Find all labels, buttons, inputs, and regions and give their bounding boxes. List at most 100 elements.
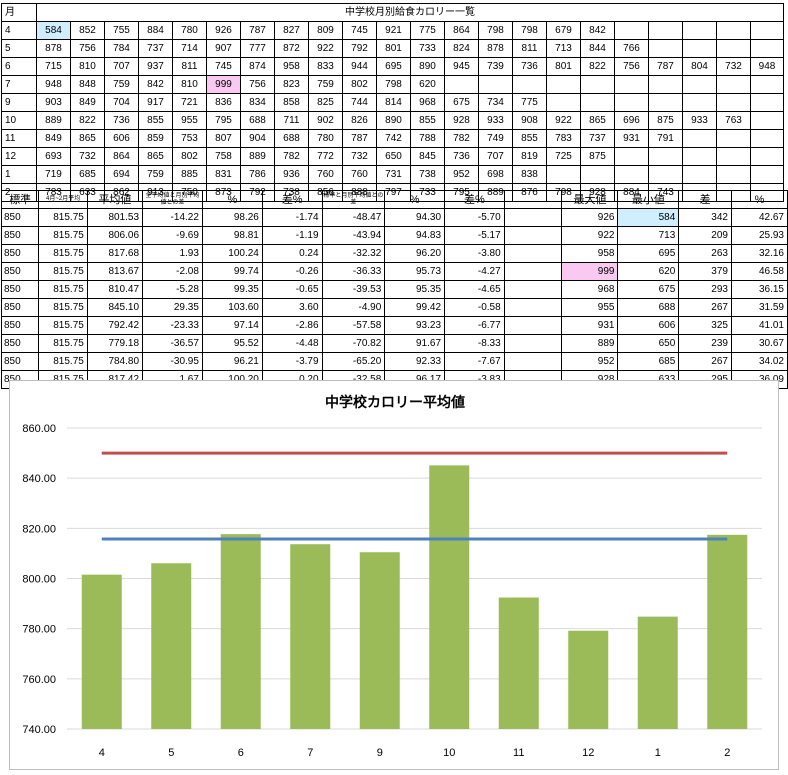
- header-percent-2[interactable]: %: [384, 190, 446, 209]
- calorie-cell[interactable]: 738: [410, 165, 445, 184]
- calorie-cell[interactable]: [648, 21, 683, 40]
- calorie-cell[interactable]: [750, 39, 784, 58]
- calorie-cell[interactable]: [716, 129, 751, 148]
- calorie-cell[interactable]: 889: [36, 111, 71, 130]
- calorie-cell[interactable]: 711: [274, 111, 309, 130]
- calorie-cell[interactable]: 875: [580, 147, 615, 166]
- percent-1-cell[interactable]: 99.74: [201, 262, 263, 281]
- calorie-cell[interactable]: 948: [36, 75, 71, 94]
- percent-3-cell[interactable]: 41.01: [730, 316, 788, 335]
- min-cell[interactable]: 606: [617, 316, 680, 335]
- calorie-cell[interactable]: 936: [274, 165, 309, 184]
- calorie-cell[interactable]: 606: [104, 129, 139, 148]
- calorie-cell[interactable]: 753: [172, 129, 207, 148]
- percent-3-cell[interactable]: 25.93: [730, 226, 788, 245]
- calorie-cell[interactable]: 788: [410, 129, 445, 148]
- calorie-cell[interactable]: 696: [614, 111, 649, 130]
- standard-cell[interactable]: 850: [0, 208, 40, 227]
- calorie-cell[interactable]: 787: [342, 129, 377, 148]
- calorie-cell[interactable]: 694: [104, 165, 139, 184]
- average-cell[interactable]: 810.47: [86, 280, 144, 299]
- calorie-cell[interactable]: 884: [138, 21, 173, 40]
- diff-from-standard-cell[interactable]: -65.20: [321, 352, 386, 371]
- empty-cell[interactable]: [503, 298, 563, 317]
- diff-percent-2-cell[interactable]: -8.33: [444, 334, 505, 353]
- calorie-cell[interactable]: 725: [546, 147, 581, 166]
- range-average-cell[interactable]: 815.75: [38, 244, 88, 263]
- calorie-cell[interactable]: [682, 75, 717, 94]
- standard-cell[interactable]: 850: [0, 226, 40, 245]
- percent-2-cell[interactable]: 95.73: [384, 262, 446, 281]
- calorie-cell[interactable]: 807: [206, 129, 241, 148]
- calorie-cell[interactable]: 937: [138, 57, 173, 76]
- calorie-cell[interactable]: 926: [206, 21, 241, 40]
- diff-from-total-cell[interactable]: 1.93: [142, 244, 203, 263]
- calorie-cell[interactable]: 713: [546, 39, 581, 58]
- calorie-cell[interactable]: 766: [614, 39, 649, 58]
- month-label-cell[interactable]: 7: [1, 75, 37, 94]
- calorie-cell[interactable]: 824: [444, 39, 479, 58]
- calorie-cell[interactable]: 745: [206, 57, 241, 76]
- empty-cell[interactable]: [503, 208, 563, 227]
- calorie-cell[interactable]: 948: [750, 57, 784, 76]
- calorie-cell[interactable]: 756: [240, 75, 275, 94]
- calorie-cell[interactable]: [546, 165, 581, 184]
- calorie-cell[interactable]: [648, 93, 683, 112]
- calorie-cell[interactable]: 933: [478, 111, 513, 130]
- calorie-cell[interactable]: 802: [172, 147, 207, 166]
- calorie-cell[interactable]: 763: [716, 111, 751, 130]
- diff-cell[interactable]: 209: [678, 226, 732, 245]
- calorie-cell[interactable]: [648, 39, 683, 58]
- max-cell[interactable]: 922: [561, 226, 619, 245]
- calorie-cell[interactable]: 715: [36, 57, 71, 76]
- calorie-cell[interactable]: 844: [580, 39, 615, 58]
- calorie-cell[interactable]: 955: [172, 111, 207, 130]
- calorie-cell[interactable]: 783: [546, 129, 581, 148]
- standard-cell[interactable]: 850: [0, 334, 40, 353]
- percent-1-cell[interactable]: 103.60: [201, 298, 263, 317]
- diff-percent-1-cell[interactable]: -1.74: [261, 208, 323, 227]
- calorie-cell[interactable]: 902: [308, 111, 343, 130]
- calorie-cell[interactable]: 865: [580, 111, 615, 130]
- min-cell[interactable]: 688: [617, 298, 680, 317]
- percent-3-cell[interactable]: 30.67: [730, 334, 788, 353]
- calorie-cell[interactable]: [682, 39, 717, 58]
- calorie-cell[interactable]: [716, 39, 751, 58]
- calorie-cell[interactable]: [580, 93, 615, 112]
- standard-cell[interactable]: 850: [0, 244, 40, 263]
- calorie-cell[interactable]: 759: [308, 75, 343, 94]
- calorie-cell[interactable]: [716, 93, 751, 112]
- standard-cell[interactable]: 850: [0, 280, 40, 299]
- calorie-cell[interactable]: 704: [104, 93, 139, 112]
- max-cell[interactable]: 889: [561, 334, 619, 353]
- calorie-cell[interactable]: 707: [104, 57, 139, 76]
- calorie-cell[interactable]: 745: [342, 21, 377, 40]
- average-cell[interactable]: 801.53: [86, 208, 144, 227]
- calorie-cell[interactable]: 890: [376, 111, 411, 130]
- calorie-cell[interactable]: 890: [410, 57, 445, 76]
- calorie-cell[interactable]: [682, 165, 717, 184]
- table-title-cell[interactable]: 中学校月別給食カロリー一覧: [36, 3, 784, 22]
- calorie-cell[interactable]: 889: [240, 147, 275, 166]
- calorie-cell[interactable]: 878: [478, 39, 513, 58]
- percent-1-cell[interactable]: 98.81: [201, 226, 263, 245]
- diff-percent-2-cell[interactable]: -0.58: [444, 298, 505, 317]
- calorie-cell[interactable]: 838: [512, 165, 547, 184]
- calorie-cell[interactable]: 620: [410, 75, 445, 94]
- diff-percent-1-cell[interactable]: 3.60: [261, 298, 323, 317]
- calorie-cell[interactable]: 734: [478, 93, 513, 112]
- calorie-cell[interactable]: 859: [138, 129, 173, 148]
- diff-from-total-cell[interactable]: -23.33: [142, 316, 203, 335]
- header-diff[interactable]: 差: [678, 190, 732, 209]
- header-diff-percent-1[interactable]: 差%: [261, 190, 323, 209]
- calorie-cell[interactable]: 999: [206, 75, 241, 94]
- calorie-cell[interactable]: [614, 147, 649, 166]
- header-min[interactable]: 最小値: [617, 190, 680, 209]
- header-percent-3[interactable]: %: [730, 190, 788, 209]
- calorie-cell[interactable]: 826: [342, 111, 377, 130]
- calorie-cell[interactable]: 874: [240, 57, 275, 76]
- min-cell[interactable]: 620: [617, 262, 680, 281]
- calorie-cell[interactable]: 804: [682, 57, 717, 76]
- calorie-cell[interactable]: 834: [240, 93, 275, 112]
- calorie-cell[interactable]: 756: [614, 57, 649, 76]
